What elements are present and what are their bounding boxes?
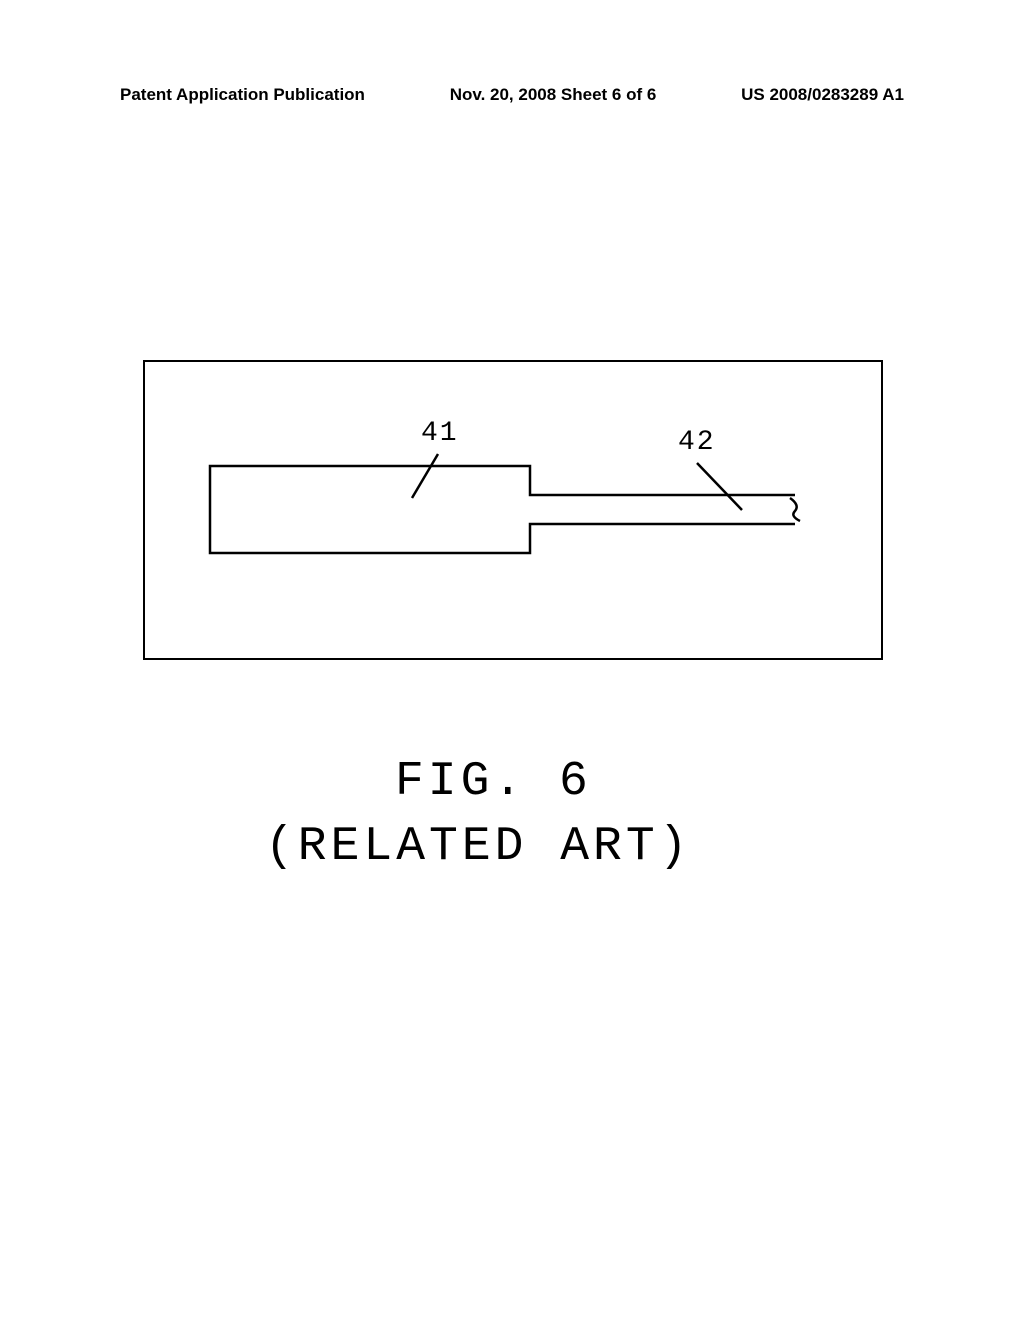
leader-line-42	[697, 463, 742, 510]
break-line-icon	[790, 498, 800, 521]
figure-drawing	[0, 0, 1024, 1320]
leader-line-41	[412, 454, 438, 498]
reference-label-41: 41	[421, 418, 459, 449]
figure-caption-line1: FIG. 6	[395, 755, 592, 809]
reference-label-42: 42	[678, 427, 716, 458]
connector-shape-outline	[210, 466, 795, 553]
figure-caption-line2: (RELATED ART)	[265, 820, 691, 874]
